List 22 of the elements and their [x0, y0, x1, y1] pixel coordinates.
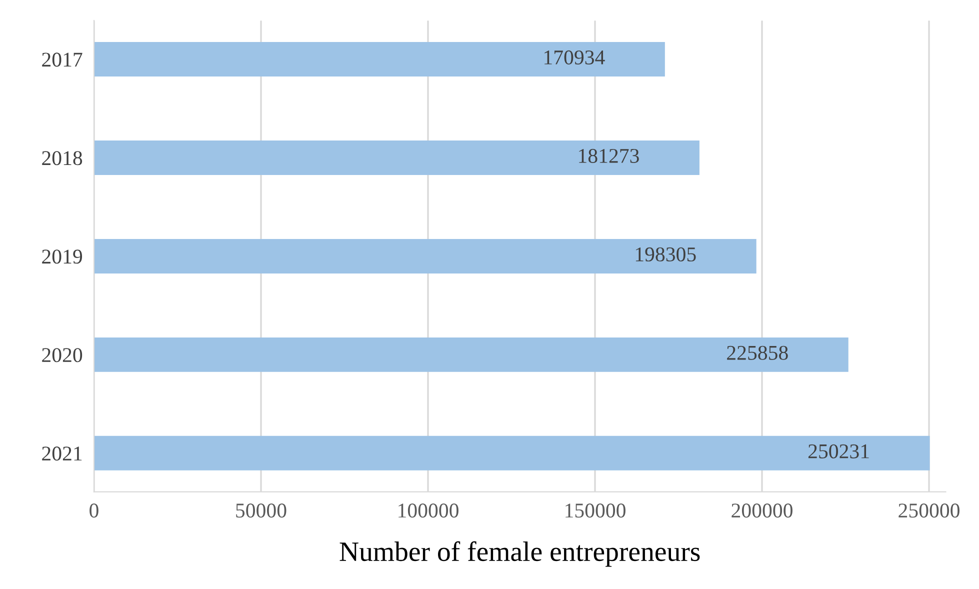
bar — [94, 436, 930, 470]
bar — [94, 140, 700, 175]
x-tick-label: 200000 — [732, 504, 792, 518]
y-tick-label: 2018 — [42, 151, 82, 166]
y-tick-label: 2017 — [42, 52, 82, 67]
data-label: 170934 — [544, 50, 605, 64]
bar — [94, 337, 848, 372]
x-tick-label: 50000 — [236, 504, 286, 518]
data-label: 250231 — [808, 444, 869, 458]
bar — [94, 42, 665, 76]
data-label: 225858 — [727, 346, 788, 360]
y-tick-label: 2020 — [42, 348, 82, 362]
y-tick-label: 2021 — [42, 446, 82, 461]
x-axis-title: Number of female entrepreneurs — [340, 541, 700, 567]
bar — [94, 238, 756, 274]
x-tick-label: 150000 — [566, 504, 626, 518]
x-tick-label: 250000 — [898, 504, 960, 518]
x-tick-label: 0 — [90, 504, 98, 518]
data-label: 198305 — [636, 247, 696, 262]
data-label: 181273 — [579, 148, 639, 163]
x-tick-label: 100000 — [398, 504, 458, 518]
y-tick-label: 2019 — [42, 250, 82, 264]
